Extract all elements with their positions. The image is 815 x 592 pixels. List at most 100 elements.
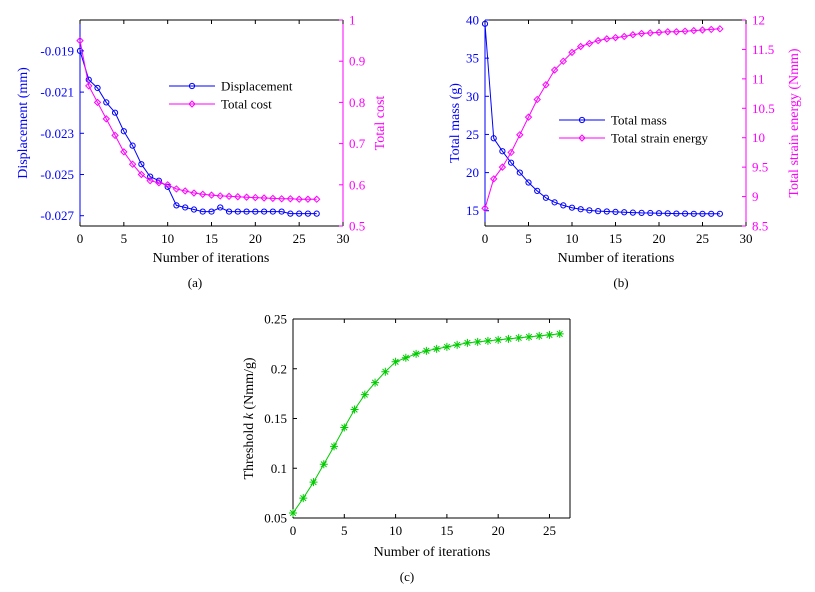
y-axis-label-left: Total mass (g) (448, 83, 463, 163)
data-point (620, 32, 628, 41)
data-point (504, 334, 513, 343)
data-point (568, 204, 576, 211)
data-point (182, 204, 189, 211)
y-tick-label-left: -0.025 (40, 167, 74, 182)
data-point (647, 209, 654, 217)
x-axis-label: Number of iterations (558, 251, 675, 266)
data-point (576, 42, 585, 51)
data-point (138, 161, 145, 168)
data-point (673, 210, 680, 217)
data-point (330, 442, 339, 451)
data-point (234, 193, 242, 201)
data-point (181, 187, 189, 195)
data-point (295, 195, 303, 203)
data-point (340, 423, 349, 432)
x-tick-label: 0 (290, 523, 297, 538)
data-point (103, 99, 110, 106)
data-point (391, 357, 400, 366)
data-point (586, 207, 593, 214)
data-point (225, 208, 233, 215)
x-tick-label: 30 (740, 231, 753, 246)
y-tick-label-left: -0.021 (40, 85, 74, 100)
data-point (313, 210, 320, 217)
data-point (137, 170, 146, 179)
data-point (289, 509, 297, 518)
x-tick-label: 15 (440, 523, 453, 538)
data-point (535, 331, 544, 340)
y-axis-label-left: Displacement (mm) (16, 67, 31, 179)
y-tick-label-right: 0.6 (349, 177, 366, 192)
y-tick-label-right: 0.8 (349, 95, 365, 110)
data-point (524, 332, 533, 341)
y-tick-label-left: -0.023 (40, 126, 74, 141)
data-point (412, 349, 421, 358)
data-point (568, 48, 576, 57)
data-point (525, 179, 532, 186)
y-tick-label-right: 0.5 (349, 219, 365, 234)
data-point (489, 175, 498, 183)
y-tick-label-left: 40 (466, 13, 479, 28)
data-point (207, 191, 216, 199)
data-point (621, 209, 628, 216)
data-point (507, 148, 515, 157)
data-point (155, 177, 162, 184)
series-line-1 (79, 40, 317, 200)
data-point (603, 208, 610, 215)
y-tick-label-left: 20 (466, 165, 479, 180)
y-tick-label-right: 8.5 (752, 219, 768, 234)
data-point (129, 142, 136, 149)
data-point (432, 344, 441, 353)
data-point (163, 181, 172, 189)
data-point (304, 210, 312, 217)
y-axis-label-right: Total cost (373, 96, 388, 151)
y-tick-label-right: 11 (752, 71, 765, 86)
data-point (655, 210, 663, 217)
chart-a: 0 5 10 15 20 25 30 -0.019 -0.021 -0.023 -0.025 -0.0… (16, 13, 388, 291)
data-point (481, 20, 489, 27)
data-point (422, 346, 431, 355)
data-point (190, 189, 198, 197)
y-axis-label-suffix: (Nmm/g) (242, 357, 257, 413)
x-tick-label: 5 (341, 523, 348, 538)
data-point (708, 210, 715, 217)
data-point (309, 478, 318, 487)
data-point (542, 81, 550, 89)
data-point (533, 95, 541, 104)
chart-caption: (a) (188, 275, 202, 290)
legend: Displacement Total cost (163, 77, 309, 115)
x-tick-label: 30 (337, 231, 350, 246)
chart-caption: (b) (613, 275, 628, 290)
data-point (555, 329, 564, 338)
y-axis-label-right: Total strain energy (Nmm) (787, 48, 802, 198)
data-point (287, 210, 294, 217)
y-tick-label-left: -0.027 (40, 208, 74, 223)
data-point (277, 195, 286, 203)
x-tick-label: 0 (482, 231, 489, 246)
x-tick-label: 25 (543, 523, 556, 538)
data-point (147, 173, 154, 180)
data-point (76, 36, 84, 45)
data-point (490, 135, 497, 142)
data-point (269, 194, 277, 203)
data-point (481, 204, 489, 213)
data-point (542, 194, 550, 201)
y-axis-label-left: Threshold k (Nmm/g) (242, 357, 257, 479)
data-point (360, 390, 369, 399)
data-point (102, 115, 111, 123)
data-point (699, 210, 706, 217)
data-point (155, 179, 163, 187)
x-tick-label: 5 (525, 231, 532, 246)
x-tick-label: 0 (77, 231, 84, 246)
data-point (128, 160, 137, 168)
series-line-0 (292, 333, 560, 514)
data-point (76, 47, 84, 55)
data-point (585, 39, 594, 48)
series-line-0 (79, 50, 317, 215)
x-tick-label: 20 (653, 231, 666, 246)
data-point (577, 206, 584, 213)
data-point (595, 208, 602, 215)
y-tick-label-left: 35 (466, 51, 479, 66)
legend-swatch-marker (578, 116, 586, 124)
y-tick-label-right: 0.7 (349, 136, 366, 151)
data-point (190, 206, 198, 213)
